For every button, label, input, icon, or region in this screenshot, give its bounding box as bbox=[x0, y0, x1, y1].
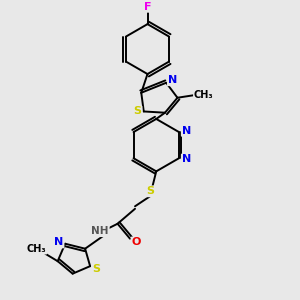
Text: N: N bbox=[168, 75, 177, 85]
Text: O: O bbox=[132, 238, 141, 248]
Text: N: N bbox=[54, 238, 64, 248]
Text: S: S bbox=[146, 186, 154, 196]
Text: NH: NH bbox=[91, 226, 109, 236]
Text: CH₃: CH₃ bbox=[194, 90, 214, 100]
Text: N: N bbox=[182, 154, 191, 164]
Text: S: S bbox=[92, 264, 100, 274]
Text: S: S bbox=[134, 106, 142, 116]
Text: CH₃: CH₃ bbox=[27, 244, 46, 254]
Text: F: F bbox=[144, 2, 151, 12]
Text: N: N bbox=[182, 126, 191, 136]
